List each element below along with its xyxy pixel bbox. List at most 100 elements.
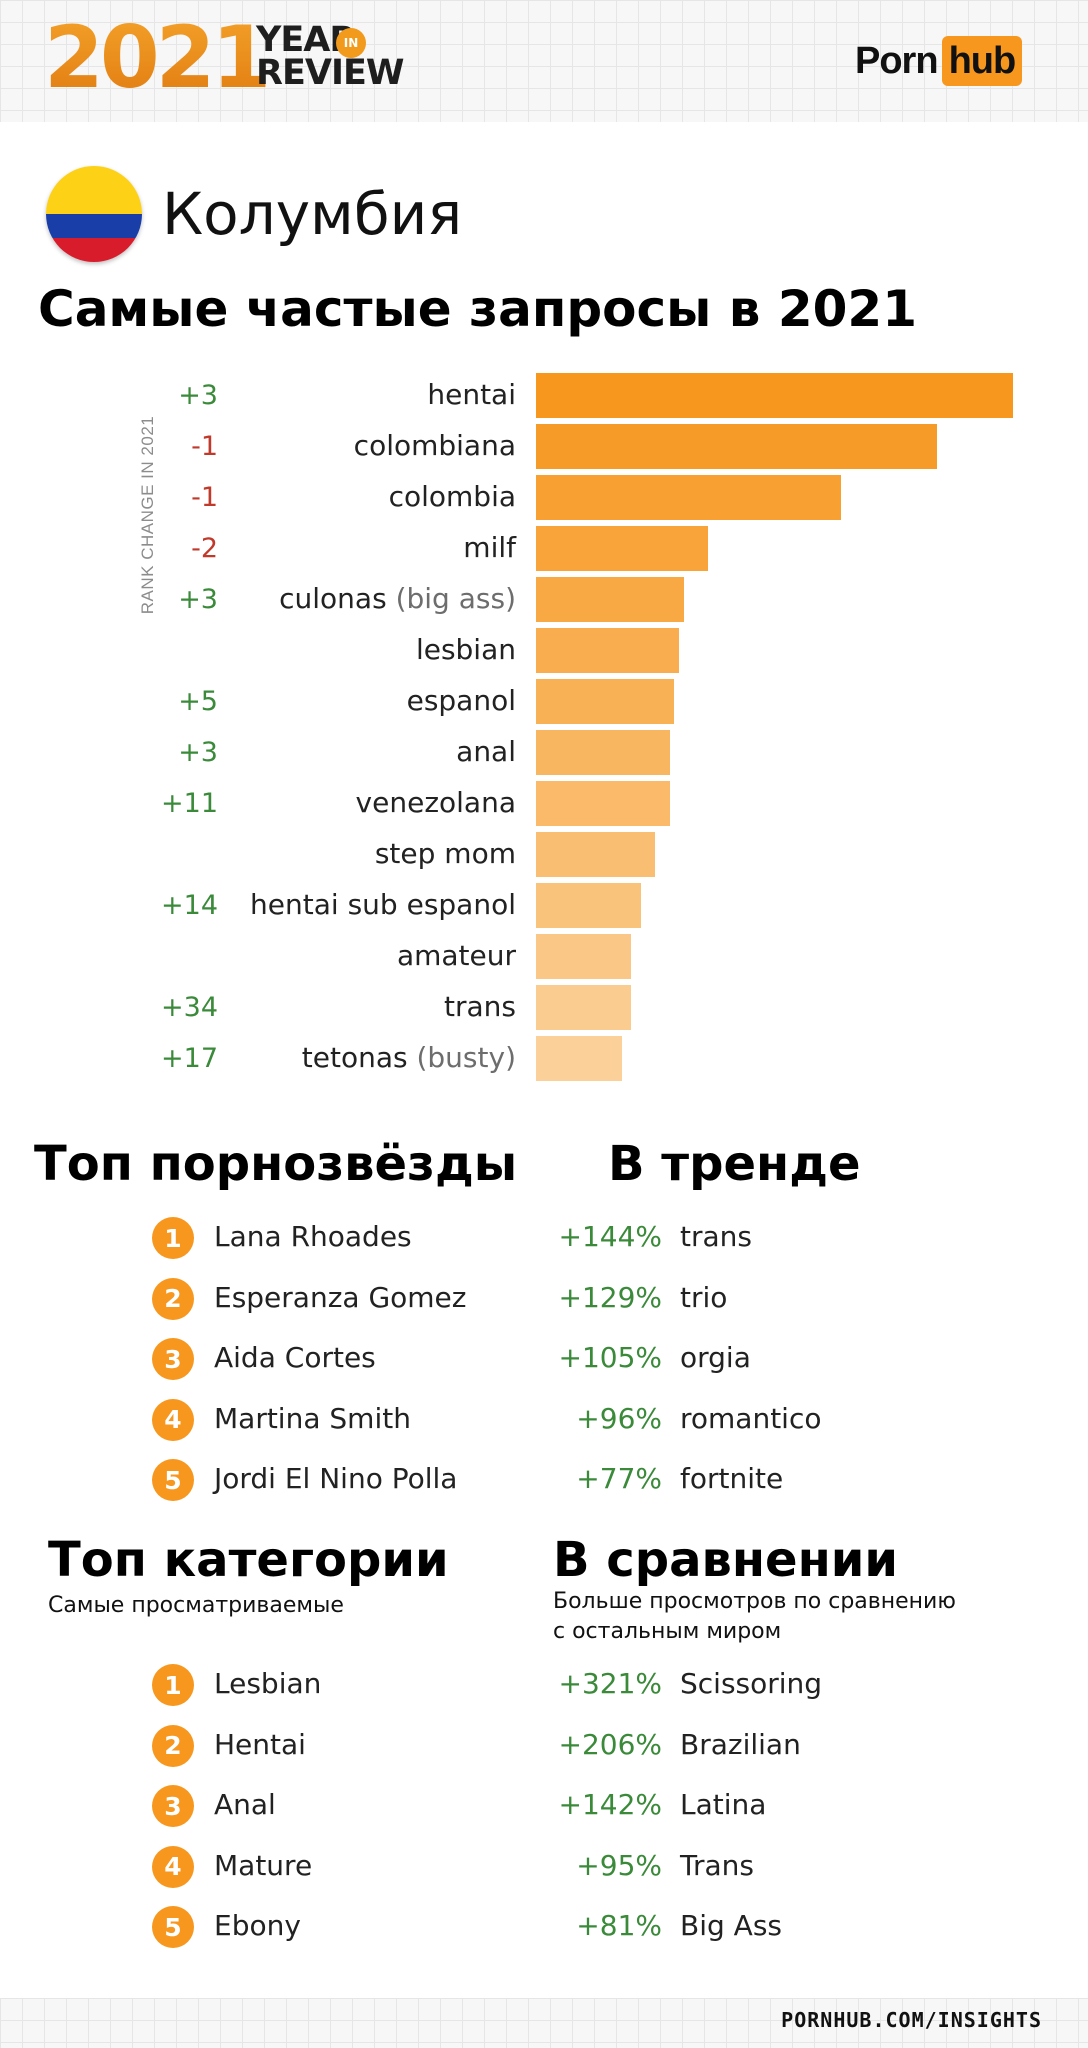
bar [536,526,708,571]
chart-row: -1 colombiana [0,421,1088,472]
rank-badge: 5 [152,1906,194,1948]
rank-badge: 4 [152,1398,194,1441]
term-text: lesbian [415,633,516,666]
bar [536,883,641,928]
footer-url: PORNHUB.COM/INSIGHTS [781,2008,1042,2032]
percent-change: +77% [576,1462,662,1495]
percent-change: +321% [558,1667,662,1700]
term-text: culonas [279,582,387,615]
rank-change-axis-label: RANK CHANGE IN 2021 [138,415,157,615]
item-name: Ebony [214,1909,301,1942]
item-name: Lesbian [214,1667,322,1700]
item-term: Big Ass [680,1909,782,1942]
term-translation: (big ass) [395,582,516,615]
term-label: lesbian [416,633,516,666]
item-name: Martina Smith [214,1401,411,1435]
bar [536,577,684,622]
rank-change-label: +34 [161,992,218,1023]
rank-badge: 5 [152,1459,194,1501]
bar [536,934,631,979]
item-term: Scissoring [680,1667,823,1700]
brand-part-1: Porn [855,39,939,82]
item-term: romantico [680,1401,822,1435]
percent-change: +95% [576,1848,662,1882]
term-text: hentai sub espanol [250,888,516,921]
rank-change-label: +3 [178,380,218,411]
term-label: culonas (big ass) [279,582,516,615]
item-name: Mature [214,1848,313,1882]
chart-row: +3 anal [0,727,1088,778]
percent-change: +81% [576,1909,662,1942]
search-terms-bar-chart: +3 hentai -1 colombiana -1 colombia -2 milf +3 cu… [0,370,1088,1100]
chart-row: +3 hentai [0,370,1088,421]
bar [536,475,841,520]
footer-grid-band [0,1998,1088,2048]
chart-row: amateur [0,931,1088,982]
rank-change-label: -1 [191,431,218,462]
brand-part-2: hub [941,36,1023,86]
top-categories-title: Топ категории [48,1532,449,1588]
item-term: Brazilian [680,1727,801,1761]
term-text: amateur [396,939,516,972]
item-term: fortnite [680,1462,784,1495]
term-translation: (busty) [416,1041,516,1074]
rank-change-label: +14 [161,890,218,921]
term-label: colombia [389,480,516,513]
in-badge: IN [336,28,366,58]
chart-row: -2 milf [0,523,1088,574]
rank-badge: 3 [152,1785,194,1827]
percent-change: +144% [558,1220,662,1253]
item-term: Latina [680,1788,767,1821]
term-text: colombiana [353,429,516,462]
item-name: Lana Rhoades [214,1220,412,1253]
percent-change: +142% [558,1788,662,1821]
brand-logo: Porn hub [855,36,1023,86]
trending-title: В тренде [608,1136,861,1192]
item-term: trans [680,1220,752,1253]
bar [536,679,674,724]
rank-change-label: +3 [178,584,218,615]
item-name: Anal [214,1788,276,1821]
term-label: step mom [375,837,516,870]
rank-change-label: +11 [161,788,218,819]
item-term: orgia [680,1341,751,1374]
rank-change-label: -1 [191,482,218,513]
item-name: Esperanza Gomez [214,1280,467,1314]
bar [536,781,670,826]
country-name: Колумбия [162,180,463,248]
year-in-review-label: YEAR REVIEW [256,20,404,93]
term-text: trans [444,990,516,1023]
term-text: step mom [374,837,516,870]
rank-badge: 4 [152,1845,194,1888]
bar [536,373,1013,418]
rank-badge: 1 [152,1217,194,1259]
chart-row: -1 colombia [0,472,1088,523]
chart-title: Самые частые запросы в 2021 [38,280,918,338]
bar [536,832,655,877]
rank-change-label: -2 [191,533,218,564]
term-text: hentai [427,378,516,411]
year-logo: 2021 [44,8,271,108]
term-label: colombiana [354,429,516,462]
term-label: hentai [427,378,516,411]
chart-row: +34 trans [0,982,1088,1033]
percent-change: +129% [558,1280,662,1314]
term-label: amateur [397,939,516,972]
term-text: colombia [388,480,516,513]
top-categories-subtitle: Самые просматриваемые [48,1593,344,1618]
percent-change: +105% [558,1341,662,1374]
rank-badge: 3 [152,1338,194,1380]
comparison-subtitle: Больше просмотров по сравнению с остальн… [553,1589,956,1644]
rank-change-label: +17 [161,1043,218,1074]
term-label: hentai sub espanol [250,888,516,921]
item-name: Hentai [214,1727,306,1761]
chart-row: +14 hentai sub espanol [0,880,1088,931]
rank-change-label: +3 [178,737,218,768]
colombia-flag-icon [46,166,142,262]
bar [536,1036,622,1081]
chart-row: step mom [0,829,1088,880]
term-text: espanol [406,684,516,717]
comparison-title: В сравнении [553,1532,899,1588]
term-text: anal [456,735,516,768]
rank-badge: 2 [152,1277,194,1320]
